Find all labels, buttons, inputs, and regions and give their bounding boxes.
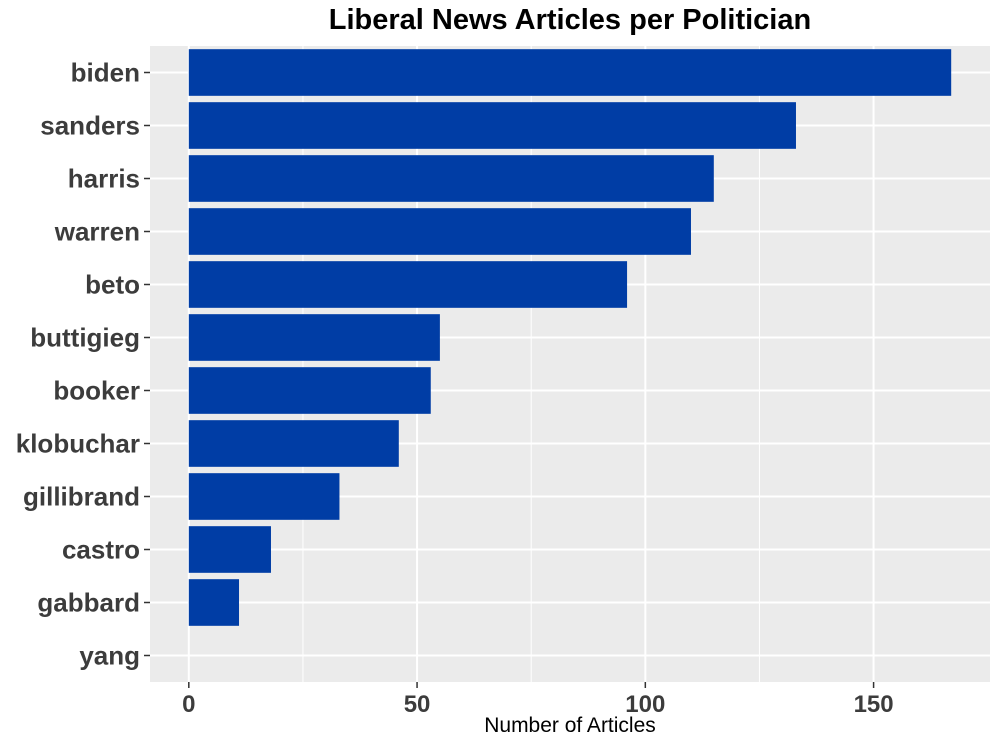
y-tick-label-castro: castro: [62, 535, 140, 565]
y-tick-label-sanders: sanders: [40, 111, 140, 141]
bar-castro: [188, 526, 271, 573]
y-tick-label-gillibrand: gillibrand: [23, 482, 140, 512]
x-tick-label: 0: [182, 691, 195, 718]
plot-panel: [150, 46, 990, 682]
bar-gillibrand: [188, 473, 340, 520]
x-tick-label: 150: [854, 691, 894, 718]
y-tick-label-beto: beto: [85, 270, 140, 300]
bar-klobuchar: [188, 420, 399, 467]
y-tick-label-biden: biden: [71, 58, 140, 88]
y-tick-label-gabbard: gabbard: [37, 588, 140, 618]
bar-warren: [188, 208, 691, 255]
bar-booker: [188, 367, 431, 414]
bar-harris: [188, 155, 714, 202]
y-tick-label-klobuchar: klobuchar: [16, 429, 140, 459]
y-tick-label-booker: booker: [53, 376, 140, 406]
y-tick-label-buttigieg: buttigieg: [30, 323, 140, 353]
bar-biden: [188, 49, 952, 96]
x-tick-label: 100: [625, 691, 665, 718]
chart-title: Liberal News Articles per Politician: [328, 4, 812, 36]
bar-sanders: [188, 102, 796, 149]
y-tick-label-warren: warren: [54, 217, 140, 247]
y-tick-label-harris: harris: [68, 164, 140, 194]
bar-gabbard: [188, 579, 240, 626]
x-axis-label: Number of Articles: [484, 714, 656, 737]
y-tick-label-yang: yang: [79, 641, 140, 671]
x-tick-label: 50: [404, 691, 431, 718]
bar-buttigieg: [188, 314, 440, 361]
bar-beto: [188, 261, 628, 308]
